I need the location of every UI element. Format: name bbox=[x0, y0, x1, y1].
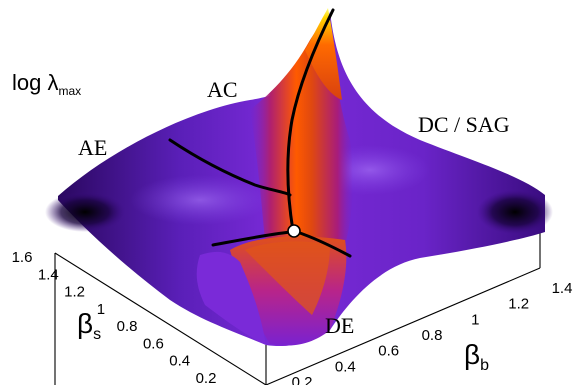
region-label-de: DE bbox=[325, 313, 354, 338]
x-tick-label: 1.2 bbox=[508, 296, 529, 313]
x-axis-ticks: 0.2 0.4 0.6 0.8 1 1.2 1.4 bbox=[292, 280, 573, 385]
boundary-ridge bbox=[286, 8, 335, 233]
y-tick-label: 1.6 bbox=[12, 249, 33, 266]
surface bbox=[45, 8, 553, 347]
x-tick-label: 1 bbox=[471, 311, 479, 328]
y-tick-label: 0.2 bbox=[196, 370, 217, 385]
phase-boundaries bbox=[168, 8, 352, 258]
region-label-ac: AC bbox=[207, 77, 238, 102]
y-tick-label: 0.6 bbox=[143, 335, 164, 352]
x-tick-label: 0.8 bbox=[422, 327, 443, 344]
boundary-de-right bbox=[295, 230, 352, 258]
y-tick-label: 1.4 bbox=[38, 266, 59, 283]
axes-box bbox=[54, 205, 541, 385]
critical-point-marker bbox=[287, 224, 301, 238]
boundary-de-left bbox=[211, 230, 292, 247]
x-tick-label: 1.4 bbox=[552, 280, 573, 297]
y-axis-label: βs bbox=[77, 308, 101, 343]
x-tick-label: 0.4 bbox=[335, 358, 356, 375]
y-tick-label: 1.2 bbox=[64, 284, 85, 301]
x-tick-label: 0.6 bbox=[378, 343, 399, 360]
z-axis-label: log λmax bbox=[12, 70, 81, 98]
boundary-ae-ac bbox=[168, 138, 292, 197]
region-label-ae: AE bbox=[78, 135, 107, 160]
y-tick-label: 0.8 bbox=[117, 318, 138, 335]
region-label-dc-sag: DC / SAG bbox=[418, 112, 510, 137]
y-tick-label: 1 bbox=[97, 301, 105, 318]
x-tick-label: 0.2 bbox=[292, 374, 313, 385]
y-axis-ticks: 0.2 0.4 0.6 0.8 1 1.2 1.4 1.6 bbox=[12, 249, 217, 385]
y-tick-label: 0.4 bbox=[169, 353, 190, 370]
x-axis-label: βb bbox=[464, 339, 489, 374]
